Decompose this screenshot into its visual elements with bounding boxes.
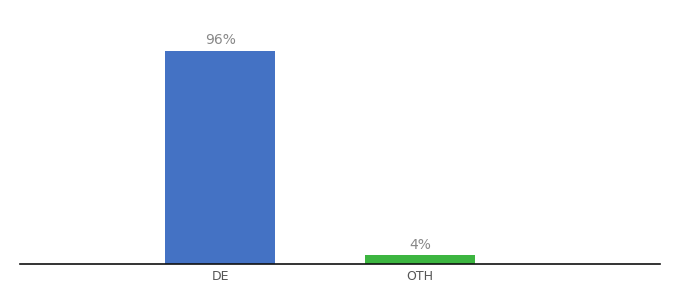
Bar bbox=[165, 51, 275, 264]
Text: 96%: 96% bbox=[205, 33, 235, 47]
Text: 4%: 4% bbox=[409, 238, 431, 252]
Bar bbox=[365, 255, 475, 264]
